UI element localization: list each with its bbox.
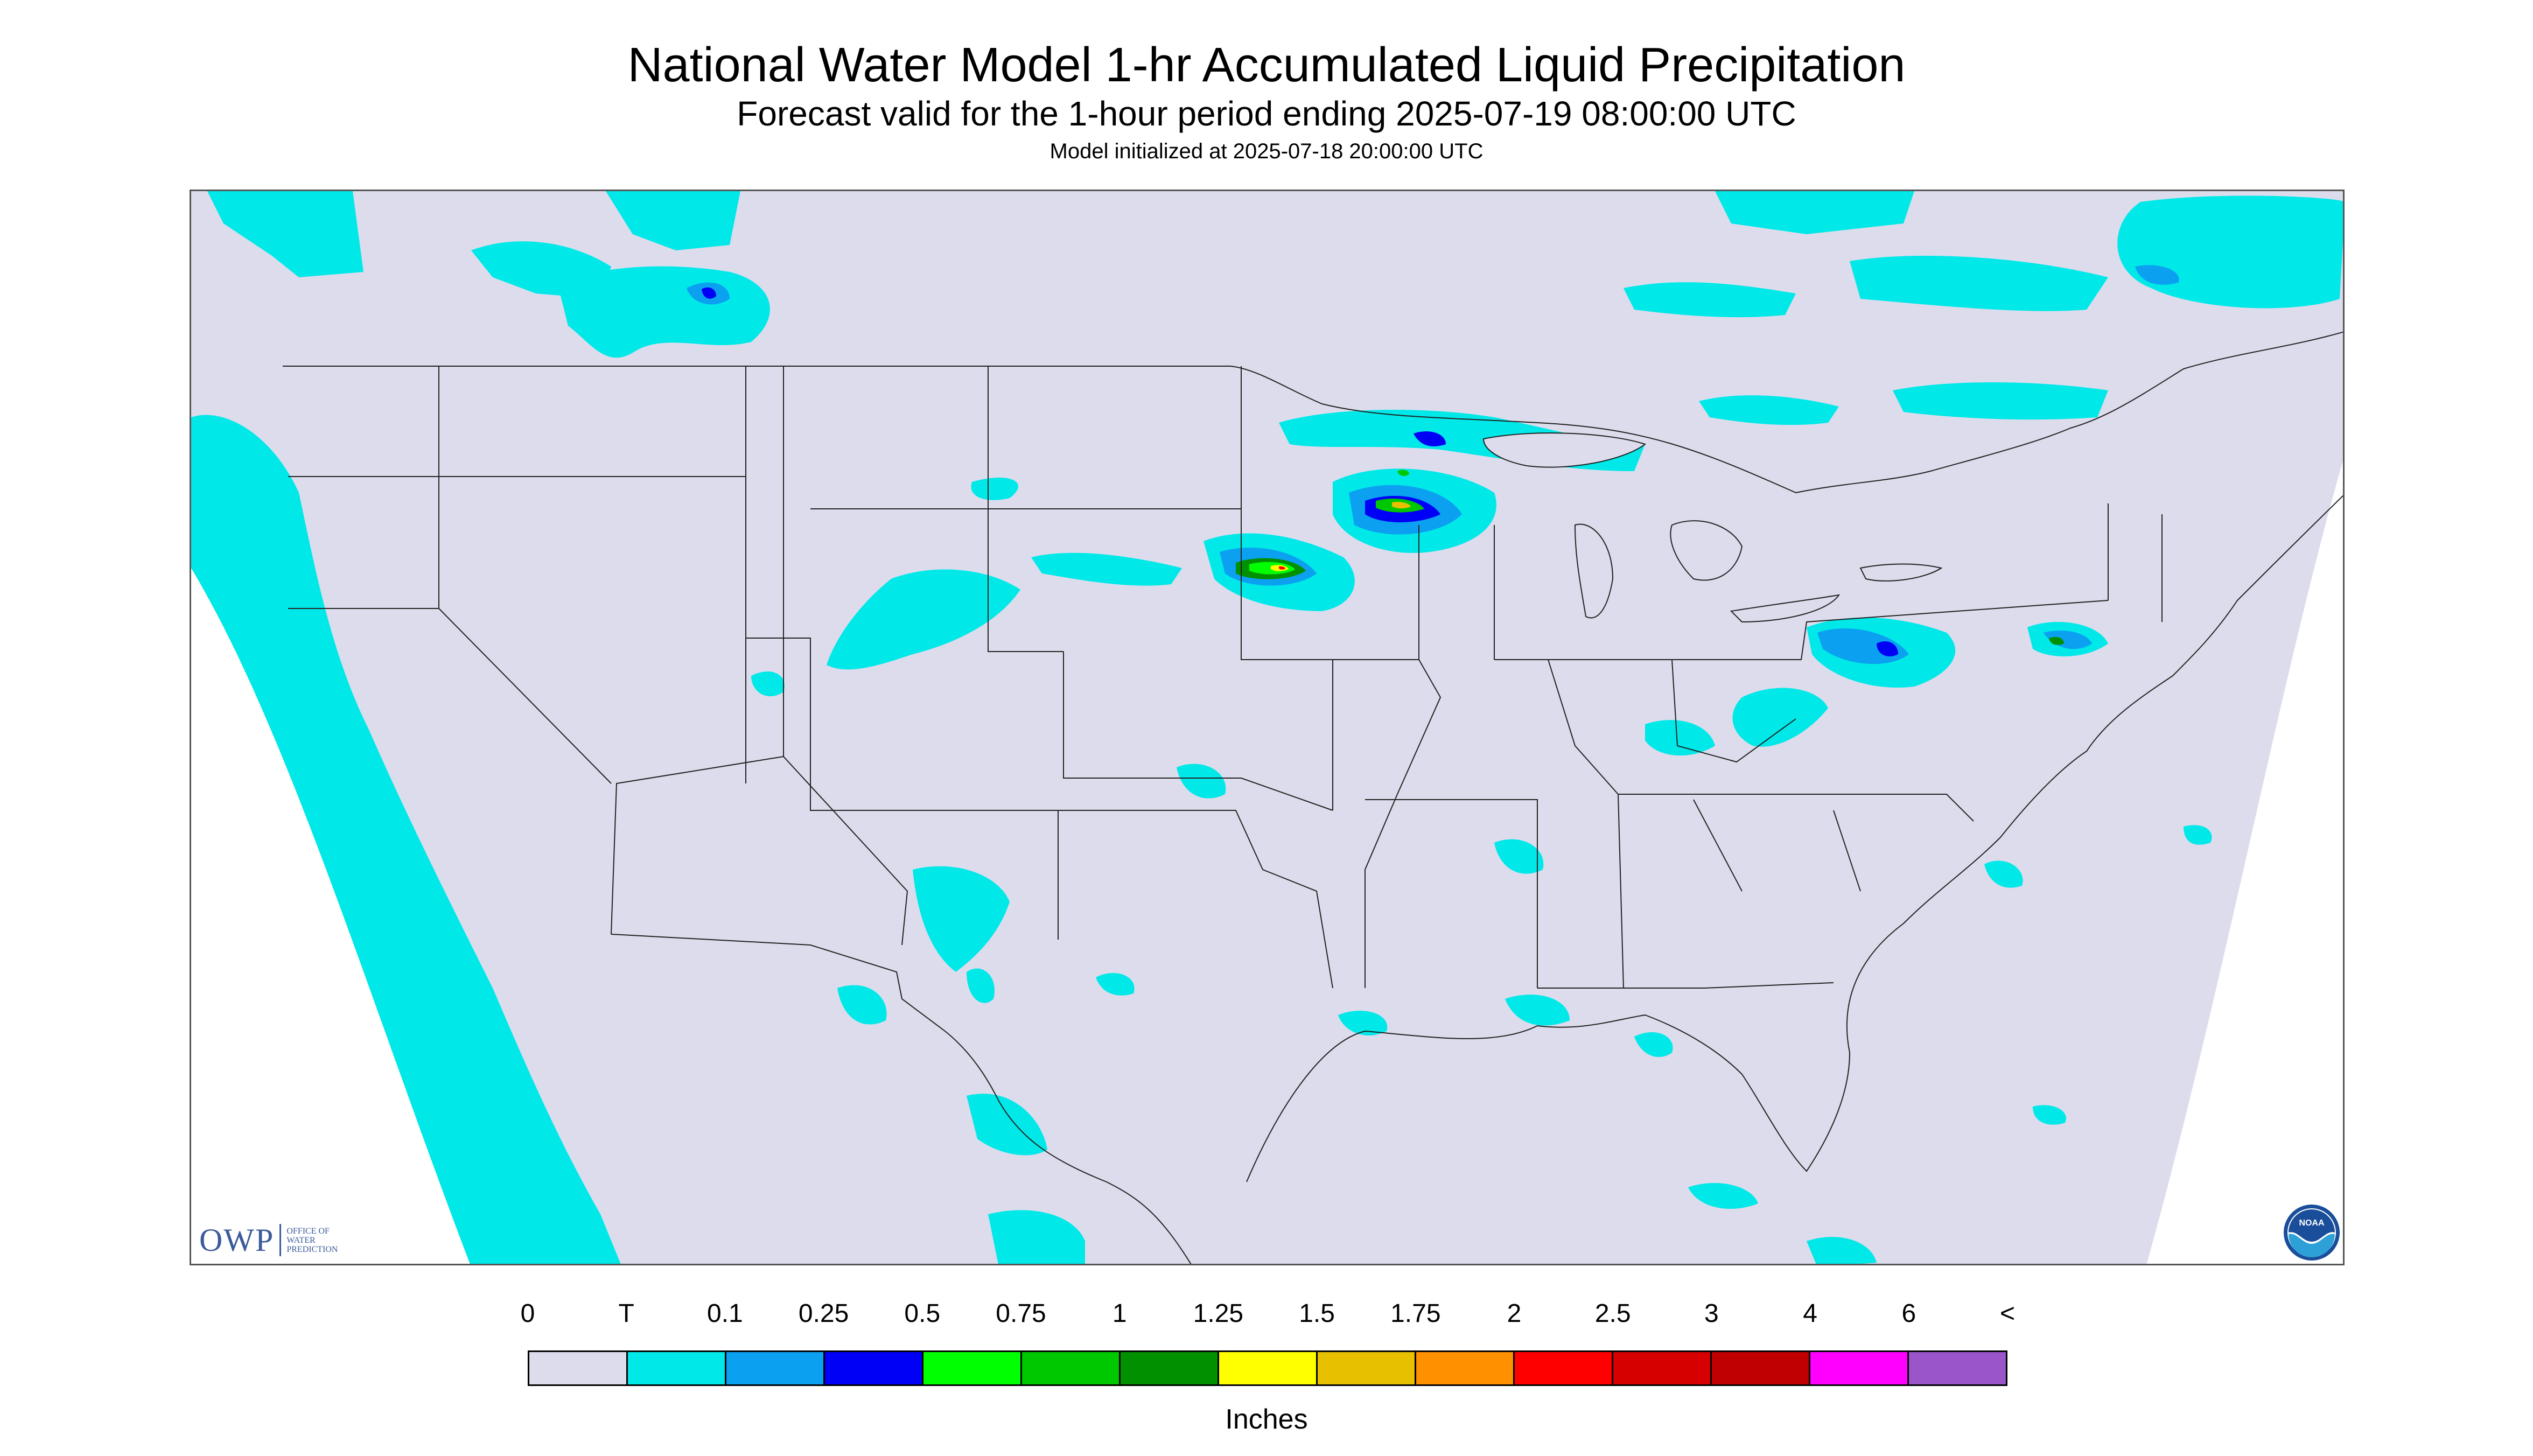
gulf-coast [1246,495,2343,1182]
legend-label-2: 0.1 [707,1299,743,1328]
great-lakes [1482,432,1943,623]
legend-label-6: 1 [1112,1299,1127,1328]
legend-label-13: 4 [1803,1299,1817,1328]
legend-swatch-5 [1022,1352,1121,1384]
owp-logo-text: OFFICE OF WATER PREDICTION [286,1227,338,1254]
legend-label-10: 2 [1507,1299,1522,1328]
legend-label-7: 1.25 [1193,1299,1244,1328]
legend-label-3: 0.25 [798,1299,849,1328]
legend-label-4: 0.5 [904,1299,941,1328]
owp-logo: OWP OFFICE OF WATER PREDICTION [199,1221,338,1259]
precip-trace-areas [191,191,2343,1264]
owp-logo-line3: PREDICTION [286,1244,338,1254]
us-canada-border [283,331,2343,494]
state-boundaries [283,331,2343,1264]
legend-label-8: 1.5 [1299,1299,1335,1328]
map-title: National Water Model 1-hr Accumulated Li… [627,38,1906,92]
legend-label-1: T [618,1299,634,1328]
legend-units: Inches [1225,1404,1308,1435]
legend-label-0: 0 [520,1299,535,1328]
legend-swatch-13 [1810,1352,1909,1384]
legend-swatch-7 [1219,1352,1318,1384]
legend-label-11: 2.5 [1594,1299,1631,1328]
legend-swatch-0 [529,1352,628,1384]
model-init-time: Model initialized at 2025-07-18 20:00:00… [1049,139,1484,163]
owp-logo-line1: OFFICE OF [286,1226,330,1236]
map-svg [191,191,2343,1264]
legend-swatch-10 [1515,1352,1613,1384]
precipitation-map [190,190,2345,1265]
legend-swatch-1 [628,1352,726,1384]
legend-swatch-8 [1318,1352,1416,1384]
legend-swatch-6 [1121,1352,1219,1384]
noaa-logo-text: NOAA [2299,1219,2325,1228]
legend-swatch-2 [726,1352,825,1384]
legend-labels: 0 T 0.1 0.25 0.5 0.75 1 1.25 1.5 1.75 2 2.5 3 4 6 < [0,1298,2533,1335]
legend-swatch-11 [1613,1352,1712,1384]
noaa-logo: NOAA [2284,1205,2340,1261]
map-subtitle: Forecast valid for the 1-hour period end… [737,94,1796,133]
owp-logo-divider [279,1224,282,1256]
legend-swatch-3 [825,1352,923,1384]
legend-color-bar [528,1350,2007,1386]
owp-logo-letters: OWP [199,1222,275,1258]
legend-label-12: 3 [1704,1299,1719,1328]
precip-heavy-cores [1236,470,2064,645]
us-mexico-border [611,934,1192,1264]
legend-label-9: 1.75 [1390,1299,1441,1328]
map-domain [191,191,2343,1264]
legend-label-5: 0.75 [996,1299,1046,1328]
legend-swatch-14 [1909,1352,2006,1384]
legend-label-15: < [1999,1299,2016,1328]
owp-logo-line2: WATER [286,1235,316,1245]
legend-swatch-9 [1416,1352,1515,1384]
legend-swatch-12 [1712,1352,1810,1384]
legend-label-14: 6 [1901,1299,1916,1328]
legend-swatch-4 [923,1352,1022,1384]
